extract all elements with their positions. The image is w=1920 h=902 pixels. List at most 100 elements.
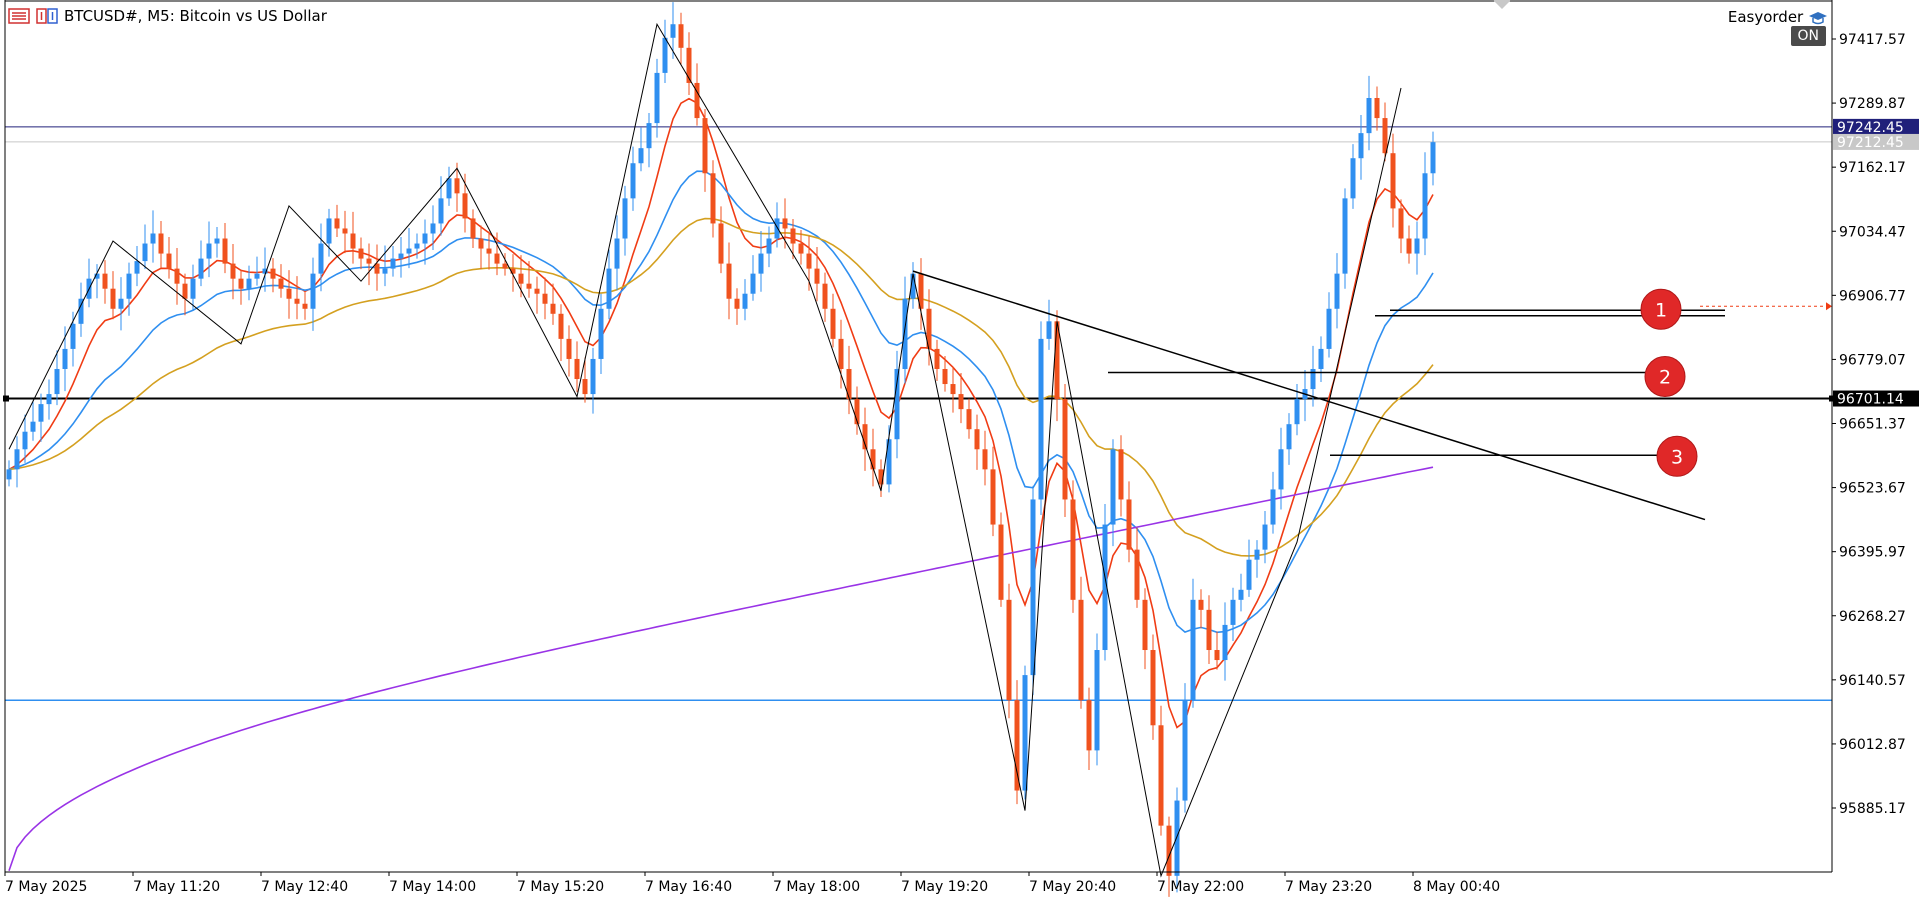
- candle-body: [750, 273, 756, 294]
- candle-body: [526, 283, 532, 289]
- chart-shift-marker-icon[interactable]: [1493, 0, 1511, 9]
- candle-body: [334, 218, 340, 229]
- candle: [510, 254, 516, 292]
- candle-body: [1046, 321, 1052, 339]
- expert-advisor-label[interactable]: Easyorder: [1728, 8, 1828, 26]
- candle-body: [350, 233, 356, 249]
- chart-list-icon[interactable]: [8, 8, 30, 24]
- candle: [974, 414, 980, 470]
- candle-body: [1054, 321, 1060, 400]
- candle: [1078, 576, 1084, 709]
- symbol-icon[interactable]: [36, 8, 58, 24]
- marker-badge-2[interactable]: 2: [1644, 355, 1686, 397]
- candle-body: [318, 243, 324, 274]
- candle-body: [894, 368, 900, 440]
- candle-body: [246, 278, 252, 289]
- candle: [550, 283, 556, 325]
- trendline[interactable]: [912, 270, 1706, 521]
- candle: [1094, 633, 1100, 766]
- candle-body: [1166, 825, 1172, 876]
- candle: [606, 249, 612, 320]
- candle: [910, 262, 916, 309]
- candle-body: [654, 72, 660, 124]
- hline-anchor-left[interactable]: [3, 395, 9, 402]
- candle: [574, 341, 580, 393]
- candle-body: [414, 243, 420, 249]
- ma-long-line: [8, 466, 1434, 872]
- candle-body: [974, 429, 980, 450]
- hline-price-badge-text: 96701.14: [1837, 392, 1904, 408]
- candle-body: [1246, 559, 1252, 590]
- price-label: 95885.17: [1839, 801, 1906, 817]
- candle: [406, 227, 412, 269]
- candle-body: [1078, 599, 1084, 701]
- candle-body: [846, 368, 852, 400]
- candle: [214, 226, 220, 258]
- price-label: 96651.37: [1839, 417, 1906, 433]
- candle-body: [1158, 725, 1164, 826]
- candle: [1414, 221, 1420, 275]
- candle: [894, 350, 900, 459]
- candle-body: [550, 303, 556, 314]
- candle-body: [262, 268, 268, 274]
- candle-body: [1174, 800, 1180, 876]
- candle: [30, 400, 36, 441]
- candle: [1398, 199, 1404, 254]
- candle: [710, 160, 716, 238]
- candle: [1150, 634, 1156, 740]
- candle-body: [110, 288, 116, 309]
- candle: [918, 258, 924, 330]
- candle-body: [838, 338, 844, 369]
- candle-body: [710, 173, 716, 224]
- candle: [158, 220, 164, 269]
- marker-circle: [1640, 288, 1682, 330]
- candle-body: [1406, 238, 1412, 254]
- candle-body: [166, 253, 172, 269]
- marker-badge-3[interactable]: 3: [1656, 435, 1698, 477]
- candle: [254, 256, 260, 286]
- candle: [1206, 595, 1212, 665]
- candle-body: [766, 238, 772, 254]
- candle-body: [998, 524, 1004, 600]
- marker-number: 3: [1671, 446, 1683, 468]
- candle-body: [358, 248, 364, 259]
- marker-circle: [1656, 435, 1698, 477]
- chart-title: BTCUSD#, M5: Bitcoin vs US Dollar: [64, 7, 327, 25]
- candle: [1070, 480, 1076, 613]
- candle: [1126, 481, 1132, 563]
- marker-badge-1[interactable]: 1: [1640, 288, 1682, 330]
- candle-body: [14, 449, 20, 470]
- marker-circle: [1644, 355, 1686, 397]
- time-label: 7 May 11:20: [133, 879, 220, 895]
- graduation-cap-icon: [1809, 11, 1827, 24]
- candle: [1062, 384, 1068, 518]
- candle: [622, 185, 628, 256]
- candle-body: [286, 288, 292, 299]
- time-label: 7 May 22:00: [1157, 879, 1244, 895]
- candle-body: [190, 278, 196, 299]
- candle: [454, 162, 460, 212]
- candle-body: [422, 233, 428, 244]
- candle-body: [670, 24, 676, 38]
- alert-arrow-icon: [1826, 302, 1832, 311]
- candle: [798, 229, 804, 265]
- candle: [70, 311, 76, 367]
- expert-status-badge[interactable]: ON: [1790, 26, 1826, 46]
- candle-body: [958, 394, 964, 410]
- candle-body: [886, 439, 892, 485]
- candle-body: [1070, 499, 1076, 600]
- candle-body: [478, 238, 484, 249]
- candle: [1134, 527, 1140, 608]
- candle: [558, 304, 564, 361]
- candle-body: [1310, 368, 1316, 390]
- candle: [262, 247, 268, 292]
- candle-body: [1286, 424, 1292, 450]
- candle: [198, 240, 204, 287]
- candle: [486, 231, 492, 270]
- candle: [718, 206, 724, 274]
- candle-body: [566, 338, 572, 359]
- candle-body: [918, 273, 924, 309]
- candle: [1038, 321, 1044, 516]
